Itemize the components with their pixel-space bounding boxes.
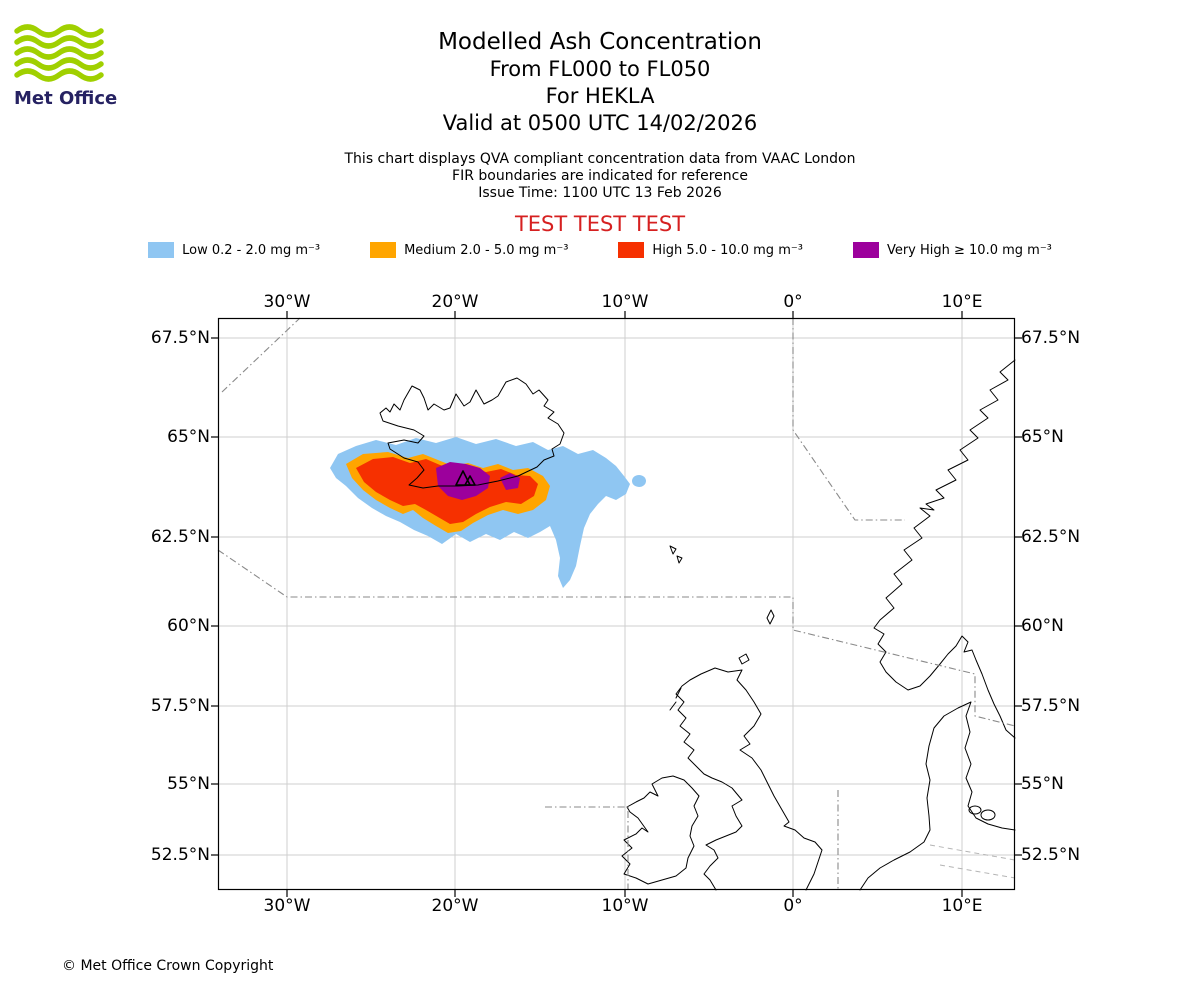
- lat-tick-label-left: 65°N: [167, 427, 210, 447]
- uk-coastline: [675, 667, 823, 891]
- lat-tick-label-right: 55°N: [1021, 774, 1064, 794]
- subtitle-valid-time: Valid at 0500 UTC 14/02/2026: [442, 111, 758, 135]
- chart-header: Modelled Ash Concentration From FL000 to…: [0, 28, 1200, 236]
- fir-boundary-line: [545, 806, 629, 890]
- lat-tick-label-right: 60°N: [1021, 616, 1064, 636]
- copyright-notice: © Met Office Crown Copyright: [62, 958, 274, 974]
- lon-tick-label-bottom: 10°W: [601, 896, 649, 916]
- orkney-islands-coastline: [738, 653, 750, 665]
- fir-boundary-line: [221, 317, 301, 393]
- map-border: [217, 317, 1016, 891]
- ireland-coastline: [621, 775, 700, 885]
- lat-tick-label-left: 57.5°N: [150, 696, 210, 716]
- fir-boundary-line-secondary: [929, 844, 1016, 861]
- lon-tick-label-bottom: 10°E: [941, 896, 983, 916]
- legend-item-high: High 5.0 - 10.0 mg m⁻³: [618, 242, 803, 258]
- fir-boundary-line: [217, 549, 1016, 727]
- norway-coastline: [873, 359, 1016, 739]
- lon-tick-label-top: 30°W: [263, 292, 311, 312]
- map-canvas: [211, 311, 1022, 897]
- note-fir: FIR boundaries are indicated for referen…: [452, 168, 748, 184]
- lon-tick-label-top: 10°E: [941, 292, 983, 312]
- lat-tick-label-right: 52.5°N: [1021, 845, 1081, 865]
- legend-label-high: High 5.0 - 10.0 mg m⁻³: [652, 242, 803, 258]
- legend-label-very-high: Very High ≥ 10.0 mg m⁻³: [886, 242, 1052, 258]
- met-office-logo-waves-icon: [14, 24, 104, 82]
- page-title: Modelled Ash Concentration: [438, 29, 762, 55]
- shetland-islands-coastline: [766, 609, 775, 625]
- lat-tick-label-left: 62.5°N: [150, 527, 210, 547]
- lat-tick-label-left: 52.5°N: [150, 845, 210, 865]
- faroe-islands-coastline: [669, 545, 683, 564]
- legend-item-medium: Medium 2.0 - 5.0 mg m⁻³: [370, 242, 568, 258]
- legend-label-medium: Medium 2.0 - 5.0 mg m⁻³: [404, 242, 569, 258]
- volcano-icon: [455, 470, 476, 486]
- graticule-grid-lines: [218, 318, 1015, 890]
- hebrides-coastline: [669, 687, 682, 711]
- concentration-legend: Low 0.2 - 2.0 mg m⁻³ Medium 2.0 - 5.0 mg…: [0, 242, 1200, 258]
- fir-boundaries: [217, 317, 1016, 890]
- lon-tick-label-bottom: 30°W: [263, 896, 311, 916]
- legend-swatch-low: [148, 242, 175, 258]
- subtitle-flight-levels: From FL000 to FL050: [489, 57, 711, 81]
- legend-item-low: Low 0.2 - 2.0 mg m⁻³: [148, 242, 320, 258]
- lon-tick-label-bottom: 0°: [783, 896, 803, 916]
- test-banner: TEST TEST TEST: [514, 212, 686, 236]
- axis-tick-marks: [211, 311, 1022, 897]
- met-office-logo-text: Met Office: [14, 88, 118, 109]
- lon-tick-label-top: 0°: [783, 292, 803, 312]
- lon-tick-label-top: 20°W: [431, 292, 479, 312]
- note-issue-time: Issue Time: 1100 UTC 13 Feb 2026: [478, 185, 722, 201]
- ash-contour-very-high: [436, 462, 490, 500]
- subtitle-volcano: For HEKLA: [545, 84, 655, 108]
- iceland-coastline: [379, 377, 565, 489]
- denmark-coastline: [859, 701, 1016, 891]
- fir-boundary-line-secondary: [939, 864, 1016, 879]
- danish-island: [968, 805, 982, 815]
- fir-boundary-line: [792, 318, 905, 521]
- lon-tick-label-top: 10°W: [601, 292, 649, 312]
- lat-tick-label-right: 62.5°N: [1021, 527, 1081, 547]
- ash-contour-low-patch: [632, 475, 646, 487]
- lon-tick-label-bottom: 20°W: [431, 896, 479, 916]
- danish-island: [980, 809, 996, 821]
- legend-item-very-high: Very High ≥ 10.0 mg m⁻³: [852, 242, 1052, 258]
- chart-notes: This chart displays QVA compliant concen…: [0, 151, 1200, 202]
- legend-label-low: Low 0.2 - 2.0 mg m⁻³: [182, 242, 321, 258]
- lat-tick-label-left: 60°N: [167, 616, 210, 636]
- note-qva: This chart displays QVA compliant concen…: [344, 151, 856, 167]
- legend-swatch-high: [618, 242, 645, 258]
- met-office-logo: Met Office: [14, 24, 124, 109]
- lat-tick-label-right: 67.5°N: [1021, 328, 1081, 348]
- legend-swatch-medium: [370, 242, 397, 258]
- coastlines: [379, 359, 1016, 891]
- lat-tick-label-left: 55°N: [167, 774, 210, 794]
- legend-swatch-very-high: [852, 242, 879, 258]
- lat-tick-label-right: 57.5°N: [1021, 696, 1081, 716]
- lat-tick-label-left: 67.5°N: [150, 328, 210, 348]
- lat-tick-label-right: 65°N: [1021, 427, 1064, 447]
- ash-contours: [330, 437, 646, 588]
